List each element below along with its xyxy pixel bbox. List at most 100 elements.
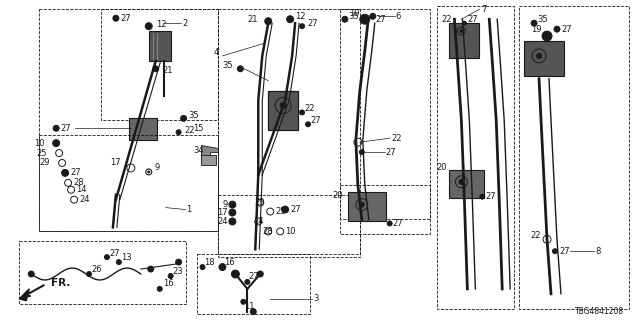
Bar: [148, 31, 171, 61]
Circle shape: [148, 171, 150, 173]
Circle shape: [28, 271, 35, 277]
Text: 27: 27: [376, 15, 387, 24]
Text: 24: 24: [79, 195, 90, 204]
Circle shape: [229, 209, 236, 216]
Text: 27: 27: [485, 192, 496, 201]
Bar: [519, 6, 628, 309]
Text: 34: 34: [193, 146, 204, 155]
Text: 22: 22: [531, 231, 541, 240]
Circle shape: [53, 125, 59, 131]
Bar: [268, 91, 298, 130]
Circle shape: [153, 66, 159, 72]
Text: 25: 25: [36, 148, 47, 157]
Text: 1: 1: [187, 205, 192, 214]
Circle shape: [342, 16, 348, 22]
Circle shape: [265, 18, 272, 25]
Text: 22: 22: [441, 15, 451, 24]
Circle shape: [460, 30, 463, 33]
Text: 15: 15: [193, 124, 204, 133]
Bar: [449, 170, 484, 198]
Bar: [196, 254, 310, 314]
Text: 10: 10: [285, 227, 296, 236]
Text: FR.: FR.: [51, 278, 70, 288]
Circle shape: [305, 122, 310, 127]
Circle shape: [462, 21, 467, 25]
Text: 14: 14: [76, 185, 86, 194]
Text: 27: 27: [467, 15, 478, 24]
Text: 22: 22: [304, 104, 315, 113]
Circle shape: [359, 149, 364, 155]
Circle shape: [168, 274, 173, 278]
Text: 8: 8: [596, 247, 601, 256]
Text: 10: 10: [34, 139, 44, 148]
Bar: [200, 155, 216, 165]
Text: 19: 19: [349, 9, 360, 18]
Bar: [449, 23, 479, 58]
Circle shape: [542, 31, 552, 41]
Circle shape: [116, 260, 122, 265]
Text: 27: 27: [70, 168, 81, 177]
Text: 22: 22: [184, 126, 195, 135]
Text: 20: 20: [332, 191, 343, 200]
Circle shape: [113, 15, 119, 21]
Circle shape: [459, 179, 464, 184]
Text: 13: 13: [121, 253, 131, 262]
Bar: [19, 241, 186, 304]
Text: 25: 25: [275, 207, 285, 216]
Text: 17: 17: [217, 208, 227, 217]
Circle shape: [257, 271, 263, 277]
Circle shape: [180, 116, 187, 121]
Text: 29: 29: [40, 158, 50, 167]
Circle shape: [219, 264, 226, 270]
Circle shape: [86, 272, 92, 276]
Bar: [129, 118, 157, 140]
Text: 9: 9: [155, 164, 160, 172]
Text: 18: 18: [205, 258, 215, 267]
Text: 16: 16: [163, 279, 173, 288]
Text: 27: 27: [307, 19, 317, 28]
Bar: [348, 192, 386, 221]
Text: 23: 23: [173, 267, 183, 276]
Circle shape: [245, 279, 250, 284]
Text: 27: 27: [393, 219, 403, 228]
Circle shape: [176, 130, 181, 135]
Text: 14: 14: [253, 217, 263, 226]
Text: 4: 4: [213, 48, 218, 57]
Text: 17: 17: [110, 158, 121, 167]
Bar: [218, 195, 360, 257]
Text: 20: 20: [436, 164, 447, 172]
Circle shape: [232, 270, 239, 278]
Text: 19: 19: [532, 25, 542, 34]
Text: 27: 27: [290, 205, 301, 214]
Circle shape: [300, 24, 305, 29]
Text: 28: 28: [262, 227, 273, 236]
Circle shape: [148, 266, 154, 272]
Text: 9: 9: [222, 200, 227, 209]
Text: 27: 27: [386, 148, 396, 156]
Circle shape: [287, 16, 294, 23]
Circle shape: [300, 110, 305, 115]
Text: 21: 21: [163, 66, 173, 75]
Bar: [524, 41, 564, 76]
Text: 27: 27: [561, 25, 572, 34]
Text: 35: 35: [223, 61, 234, 70]
Text: 27: 27: [559, 247, 570, 256]
Bar: [340, 9, 429, 220]
Circle shape: [280, 102, 286, 108]
Circle shape: [145, 23, 152, 30]
Bar: [438, 6, 514, 309]
Circle shape: [282, 206, 289, 213]
Bar: [340, 185, 429, 234]
Text: 6: 6: [396, 12, 401, 21]
Text: 27: 27: [109, 249, 120, 258]
Text: 27: 27: [60, 124, 71, 133]
Text: 27: 27: [310, 116, 321, 125]
Circle shape: [52, 140, 60, 147]
Circle shape: [241, 299, 246, 304]
Text: 22: 22: [392, 134, 402, 143]
Circle shape: [360, 14, 370, 24]
Text: 29: 29: [255, 198, 265, 207]
Polygon shape: [19, 289, 29, 301]
Circle shape: [237, 66, 243, 72]
Text: 16: 16: [225, 258, 235, 267]
